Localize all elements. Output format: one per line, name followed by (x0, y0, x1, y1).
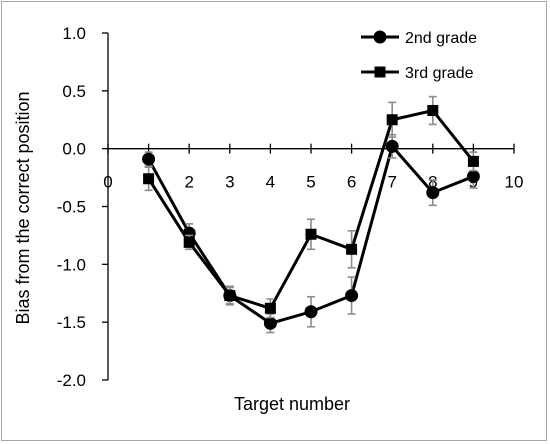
x-tick-label: 3 (225, 173, 234, 192)
y-tick-label: 0.5 (62, 82, 86, 101)
x-tick-label: 6 (347, 173, 356, 192)
data-point-square (264, 302, 276, 314)
series-3rd-grade (143, 95, 479, 319)
x-tick-label: 5 (306, 173, 315, 192)
series-layer (142, 95, 480, 334)
y-axis-title: Bias from the correct position (13, 91, 33, 324)
data-point-circle (142, 152, 156, 166)
data-point-square (183, 236, 195, 248)
x-tick-label: 7 (387, 173, 396, 192)
x-tick-label: 2 (184, 173, 193, 192)
data-point-circle (426, 186, 440, 200)
series-line (147, 108, 475, 311)
x-tick-label: 10 (505, 173, 524, 192)
legend-label: 3rd grade (405, 65, 474, 82)
y-tick-label: -1.5 (57, 313, 86, 332)
legend-item: 2nd grade (361, 30, 477, 47)
legend-item: 3rd grade (361, 65, 474, 82)
x-tick-label: 4 (266, 173, 275, 192)
y-tick-label: -0.5 (57, 198, 86, 217)
data-point-square (467, 155, 479, 167)
data-point-circle (385, 139, 399, 153)
x-tick-label: 0 (103, 173, 112, 192)
x-axis-title: Target number (234, 394, 350, 414)
data-point-square (427, 104, 439, 116)
y-tick-label: -2.0 (57, 371, 86, 390)
data-point-square (386, 114, 398, 126)
legend-marker-square (374, 66, 386, 78)
data-point-circle (466, 169, 480, 183)
data-point-square (305, 228, 317, 240)
legend-label: 2nd grade (405, 30, 477, 47)
data-point-square (346, 243, 358, 255)
legend-marker-circle (373, 30, 387, 44)
y-tick-label: -1.0 (57, 255, 86, 274)
y-tick-label: 1.0 (62, 24, 86, 43)
data-point-square (224, 290, 236, 302)
legend: 2nd grade 3rd grade (361, 30, 477, 82)
data-point-circle (263, 316, 277, 330)
y-tick-label: 0.0 (62, 140, 86, 159)
data-point-circle (304, 305, 318, 319)
data-point-circle (345, 289, 359, 303)
data-point-square (143, 173, 155, 185)
